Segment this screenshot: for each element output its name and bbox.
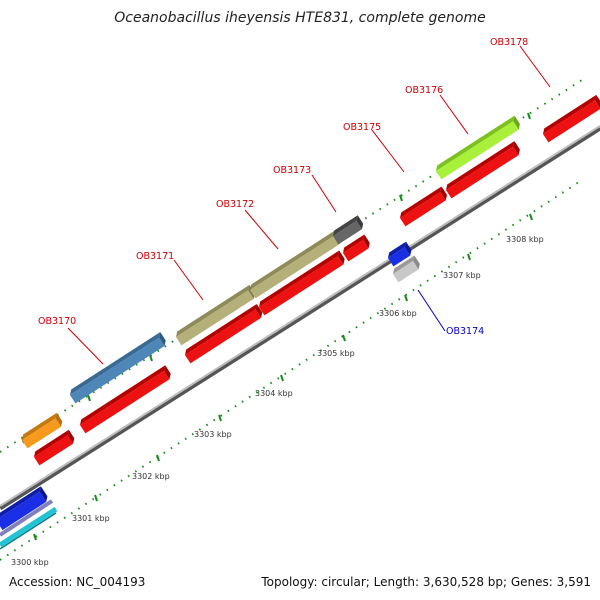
gene-labels: OB3170 OB3171 OB3172 OB3173 OB3174 OB317… — [38, 37, 528, 337]
gene-ob3178[interactable] — [541, 94, 600, 143]
gene-label-ob3176[interactable]: OB3176 — [405, 85, 443, 96]
kbp-label: 3301 kbp — [72, 514, 110, 523]
lower-left-genes — [0, 486, 58, 550]
inner-major-ticks — [33, 213, 533, 541]
gene-label-ob3171[interactable]: OB3171 — [136, 251, 174, 262]
gene-ob3173[interactable] — [331, 215, 365, 245]
kbp-label: 3300 kbp — [11, 558, 49, 567]
inner-minor-ticks — [0, 179, 583, 561]
inner-tick-ruler: 3300 kbp 3301 kbp 3302 kbp 3303 kbp 3304… — [0, 179, 583, 567]
kbp-label: 3305 kbp — [317, 349, 355, 358]
gene-ob3174-blue[interactable] — [386, 241, 414, 267]
gene-red[interactable] — [444, 141, 522, 199]
gene-red[interactable] — [341, 234, 372, 262]
label-leader-lines — [67, 45, 551, 365]
accession-text: Accession: NC_004193 — [9, 575, 146, 589]
topology-text: Topology: circular; Length: 3,630,528 bp… — [261, 575, 591, 589]
gene-label-ob3170[interactable]: OB3170 — [38, 316, 76, 327]
gene-red[interactable] — [78, 365, 173, 434]
forward-strand-genes — [20, 115, 522, 449]
gene-ob3175[interactable] — [398, 186, 449, 227]
ob3174-genes — [386, 241, 422, 283]
gene-label-ob3173[interactable]: OB3173 — [273, 165, 311, 176]
kbp-label: 3302 kbp — [132, 472, 170, 481]
gene-blue[interactable] — [0, 486, 50, 531]
genome-backbone — [0, 125, 600, 511]
gene-label-ob3174[interactable]: OB3174 — [446, 326, 484, 337]
map-title: Oceanobacillus iheyensis HTE831, complet… — [114, 10, 486, 26]
gene-ob3176[interactable] — [434, 115, 522, 180]
gene-label-ob3175[interactable]: OB3175 — [343, 122, 381, 133]
gene-cyan[interactable] — [0, 506, 58, 548]
gene-orange[interactable] — [20, 412, 65, 449]
gene-label-ob3172[interactable]: OB3172 — [216, 199, 254, 210]
kbp-label: 3307 kbp — [443, 271, 481, 280]
gene-ob3174-gray[interactable] — [391, 255, 422, 283]
kbp-label: 3303 kbp — [194, 430, 232, 439]
gene-ob3170[interactable] — [68, 332, 168, 404]
gene-red[interactable] — [183, 303, 265, 364]
gene-red[interactable] — [32, 429, 77, 466]
gene-label-ob3178[interactable]: OB3178 — [490, 37, 528, 48]
gene-purple[interactable] — [0, 499, 54, 537]
kbp-label: 3308 kbp — [506, 235, 544, 244]
kbp-label: 3304 kbp — [255, 389, 293, 398]
kbp-label: 3306 kbp — [379, 309, 417, 318]
reverse-strand-genes — [32, 94, 600, 466]
gene-red[interactable] — [257, 250, 347, 316]
